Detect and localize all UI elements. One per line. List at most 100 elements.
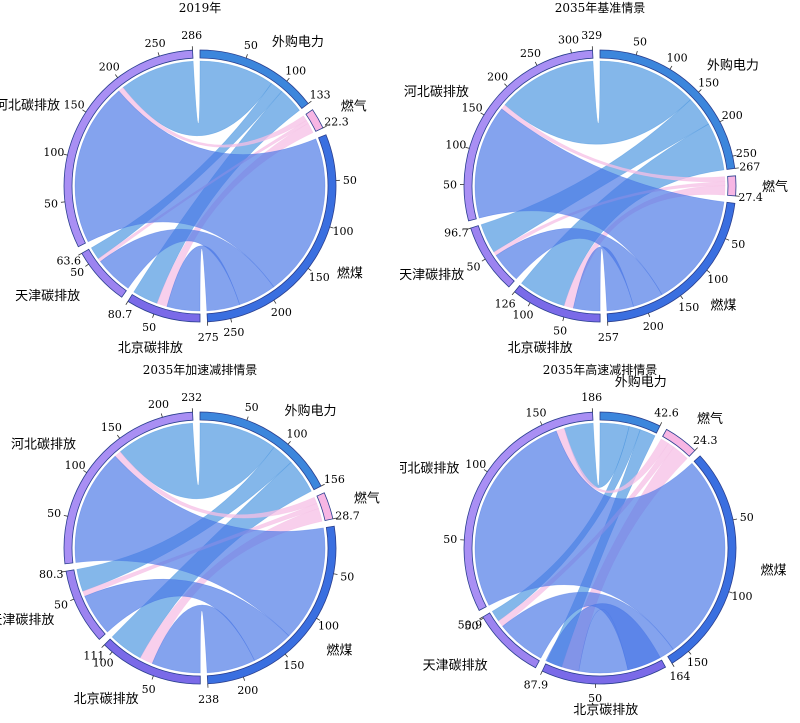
segment-total-label: 42.6 bbox=[654, 406, 679, 419]
segment-label-beijing-emission: 北京碳排放 bbox=[74, 692, 139, 707]
chart-title: 2019年 bbox=[179, 1, 222, 15]
tick-label: 300 bbox=[558, 33, 579, 46]
chart-title: 2035年基准情景 bbox=[555, 1, 646, 15]
segment-total-label: 63.6 bbox=[57, 255, 82, 268]
tick-label: 100 bbox=[445, 139, 466, 152]
segment-label-outsourced-power: 外购电力 bbox=[285, 403, 337, 419]
tick-mark bbox=[243, 677, 244, 681]
tick-label: 100 bbox=[707, 273, 728, 286]
tick-mark bbox=[247, 417, 248, 421]
tick-mark bbox=[102, 645, 105, 648]
tick-label: 50 bbox=[245, 401, 259, 414]
tick-label: 150 bbox=[101, 421, 122, 434]
tick-label: 50 bbox=[47, 507, 61, 520]
segment-label-hebei-emission: 河北碳排放 bbox=[0, 99, 60, 114]
segment-total-label: 80.7 bbox=[108, 308, 133, 321]
segment-label-hebei-emission: 河北碳排放 bbox=[404, 85, 469, 100]
segment-label-gas: 燃气 bbox=[341, 99, 367, 115]
tick-mark bbox=[698, 89, 701, 92]
tick-label: 200 bbox=[722, 109, 743, 122]
tick-mark bbox=[158, 52, 159, 56]
tick-label: 50 bbox=[70, 266, 84, 279]
tick-mark bbox=[161, 413, 162, 417]
tick-mark bbox=[308, 101, 311, 103]
tick-mark bbox=[110, 652, 113, 655]
tick-label: 250 bbox=[736, 147, 757, 160]
tick-mark bbox=[70, 599, 74, 601]
tick-mark bbox=[636, 51, 637, 55]
segment-label-hebei-emission: 河北碳排放 bbox=[400, 462, 459, 477]
tick-label: 100 bbox=[333, 225, 354, 238]
segment-total-label: 275 bbox=[198, 331, 219, 344]
tick-label: 50 bbox=[54, 598, 68, 611]
tick-mark bbox=[153, 314, 154, 318]
tick-label: 100 bbox=[667, 51, 688, 64]
tick-label: 150 bbox=[283, 659, 304, 672]
segment-total-label: 80.3 bbox=[39, 568, 64, 581]
tick-label: 200 bbox=[487, 70, 508, 83]
tick-label: 100 bbox=[732, 590, 753, 603]
tick-mark bbox=[152, 676, 153, 680]
tick-label: 100 bbox=[285, 64, 306, 77]
tick-label: 50 bbox=[740, 511, 754, 524]
segment-total-label: 156 bbox=[324, 473, 345, 486]
tick-mark bbox=[64, 515, 68, 516]
tick-mark bbox=[334, 574, 338, 575]
segment-label-hebei-emission: 河北碳排放 bbox=[11, 438, 76, 453]
segment-label-coal: 燃煤 bbox=[710, 298, 736, 314]
segment-label-gas: 燃气 bbox=[762, 179, 788, 195]
ribbon-layer bbox=[475, 61, 725, 311]
segment-total-label: 111 bbox=[83, 649, 104, 662]
tick-mark bbox=[504, 84, 507, 87]
tick-label: 150 bbox=[698, 77, 719, 90]
tick-mark bbox=[540, 421, 542, 425]
tick-mark bbox=[482, 259, 485, 261]
tick-mark bbox=[660, 422, 662, 426]
tick-mark bbox=[85, 264, 88, 266]
tick-mark bbox=[274, 300, 276, 303]
segment-total-label: 24.3 bbox=[693, 434, 718, 447]
segment-label-tianjin-emission: 天津碳排放 bbox=[423, 659, 488, 674]
tick-label: 100 bbox=[65, 459, 86, 472]
tick-mark bbox=[695, 448, 698, 451]
segment-label-outsourced-power: 外购电力 bbox=[707, 57, 759, 73]
chord-chart-2035-rapid: 2035年高速减排情景42.6外购电力24.3燃气50100150164燃煤50… bbox=[400, 362, 800, 719]
tick-label: 200 bbox=[643, 320, 664, 333]
tick-label: 200 bbox=[99, 61, 120, 74]
segment-total-label: 164 bbox=[669, 670, 690, 683]
segment-total-label: 22.3 bbox=[324, 115, 349, 128]
tick-mark bbox=[288, 441, 291, 444]
tick-label: 50 bbox=[466, 261, 480, 274]
tick-label: 150 bbox=[687, 656, 708, 669]
segment-total-label: 27.4 bbox=[738, 191, 763, 204]
segment-total-label: 286 bbox=[181, 29, 202, 42]
tick-mark bbox=[670, 66, 672, 69]
tick-label: 50 bbox=[142, 321, 156, 334]
tick-label: 50 bbox=[731, 238, 745, 251]
tick-mark bbox=[672, 663, 674, 666]
tick-label: 100 bbox=[465, 458, 486, 471]
segment-label-coal: 燃煤 bbox=[337, 266, 363, 282]
ribbon-layer bbox=[475, 423, 725, 673]
tick-mark bbox=[735, 168, 739, 169]
tick-mark bbox=[287, 78, 290, 81]
chord-chart-2019: 2019年50100133外购电力22.3燃气50100150200250275… bbox=[0, 0, 400, 357]
tick-label: 50 bbox=[633, 35, 647, 48]
tick-mark bbox=[733, 519, 737, 520]
tick-mark bbox=[563, 317, 564, 321]
segment-label-beijing-emission: 北京碳排放 bbox=[508, 341, 573, 356]
segment-total-label: 126 bbox=[495, 297, 516, 310]
tick-label: 250 bbox=[223, 326, 244, 339]
tick-label: 50 bbox=[443, 533, 457, 546]
tick-label: 150 bbox=[526, 406, 547, 419]
tick-label: 100 bbox=[318, 619, 339, 632]
segment-label-beijing-emission: 北京碳排放 bbox=[573, 703, 638, 718]
segment-label-outsourced-power: 外购电力 bbox=[615, 374, 667, 390]
tick-label: 250 bbox=[520, 47, 541, 60]
segment-total-label: 96.7 bbox=[444, 227, 469, 240]
tick-mark bbox=[725, 239, 729, 241]
tick-label: 250 bbox=[145, 37, 166, 50]
